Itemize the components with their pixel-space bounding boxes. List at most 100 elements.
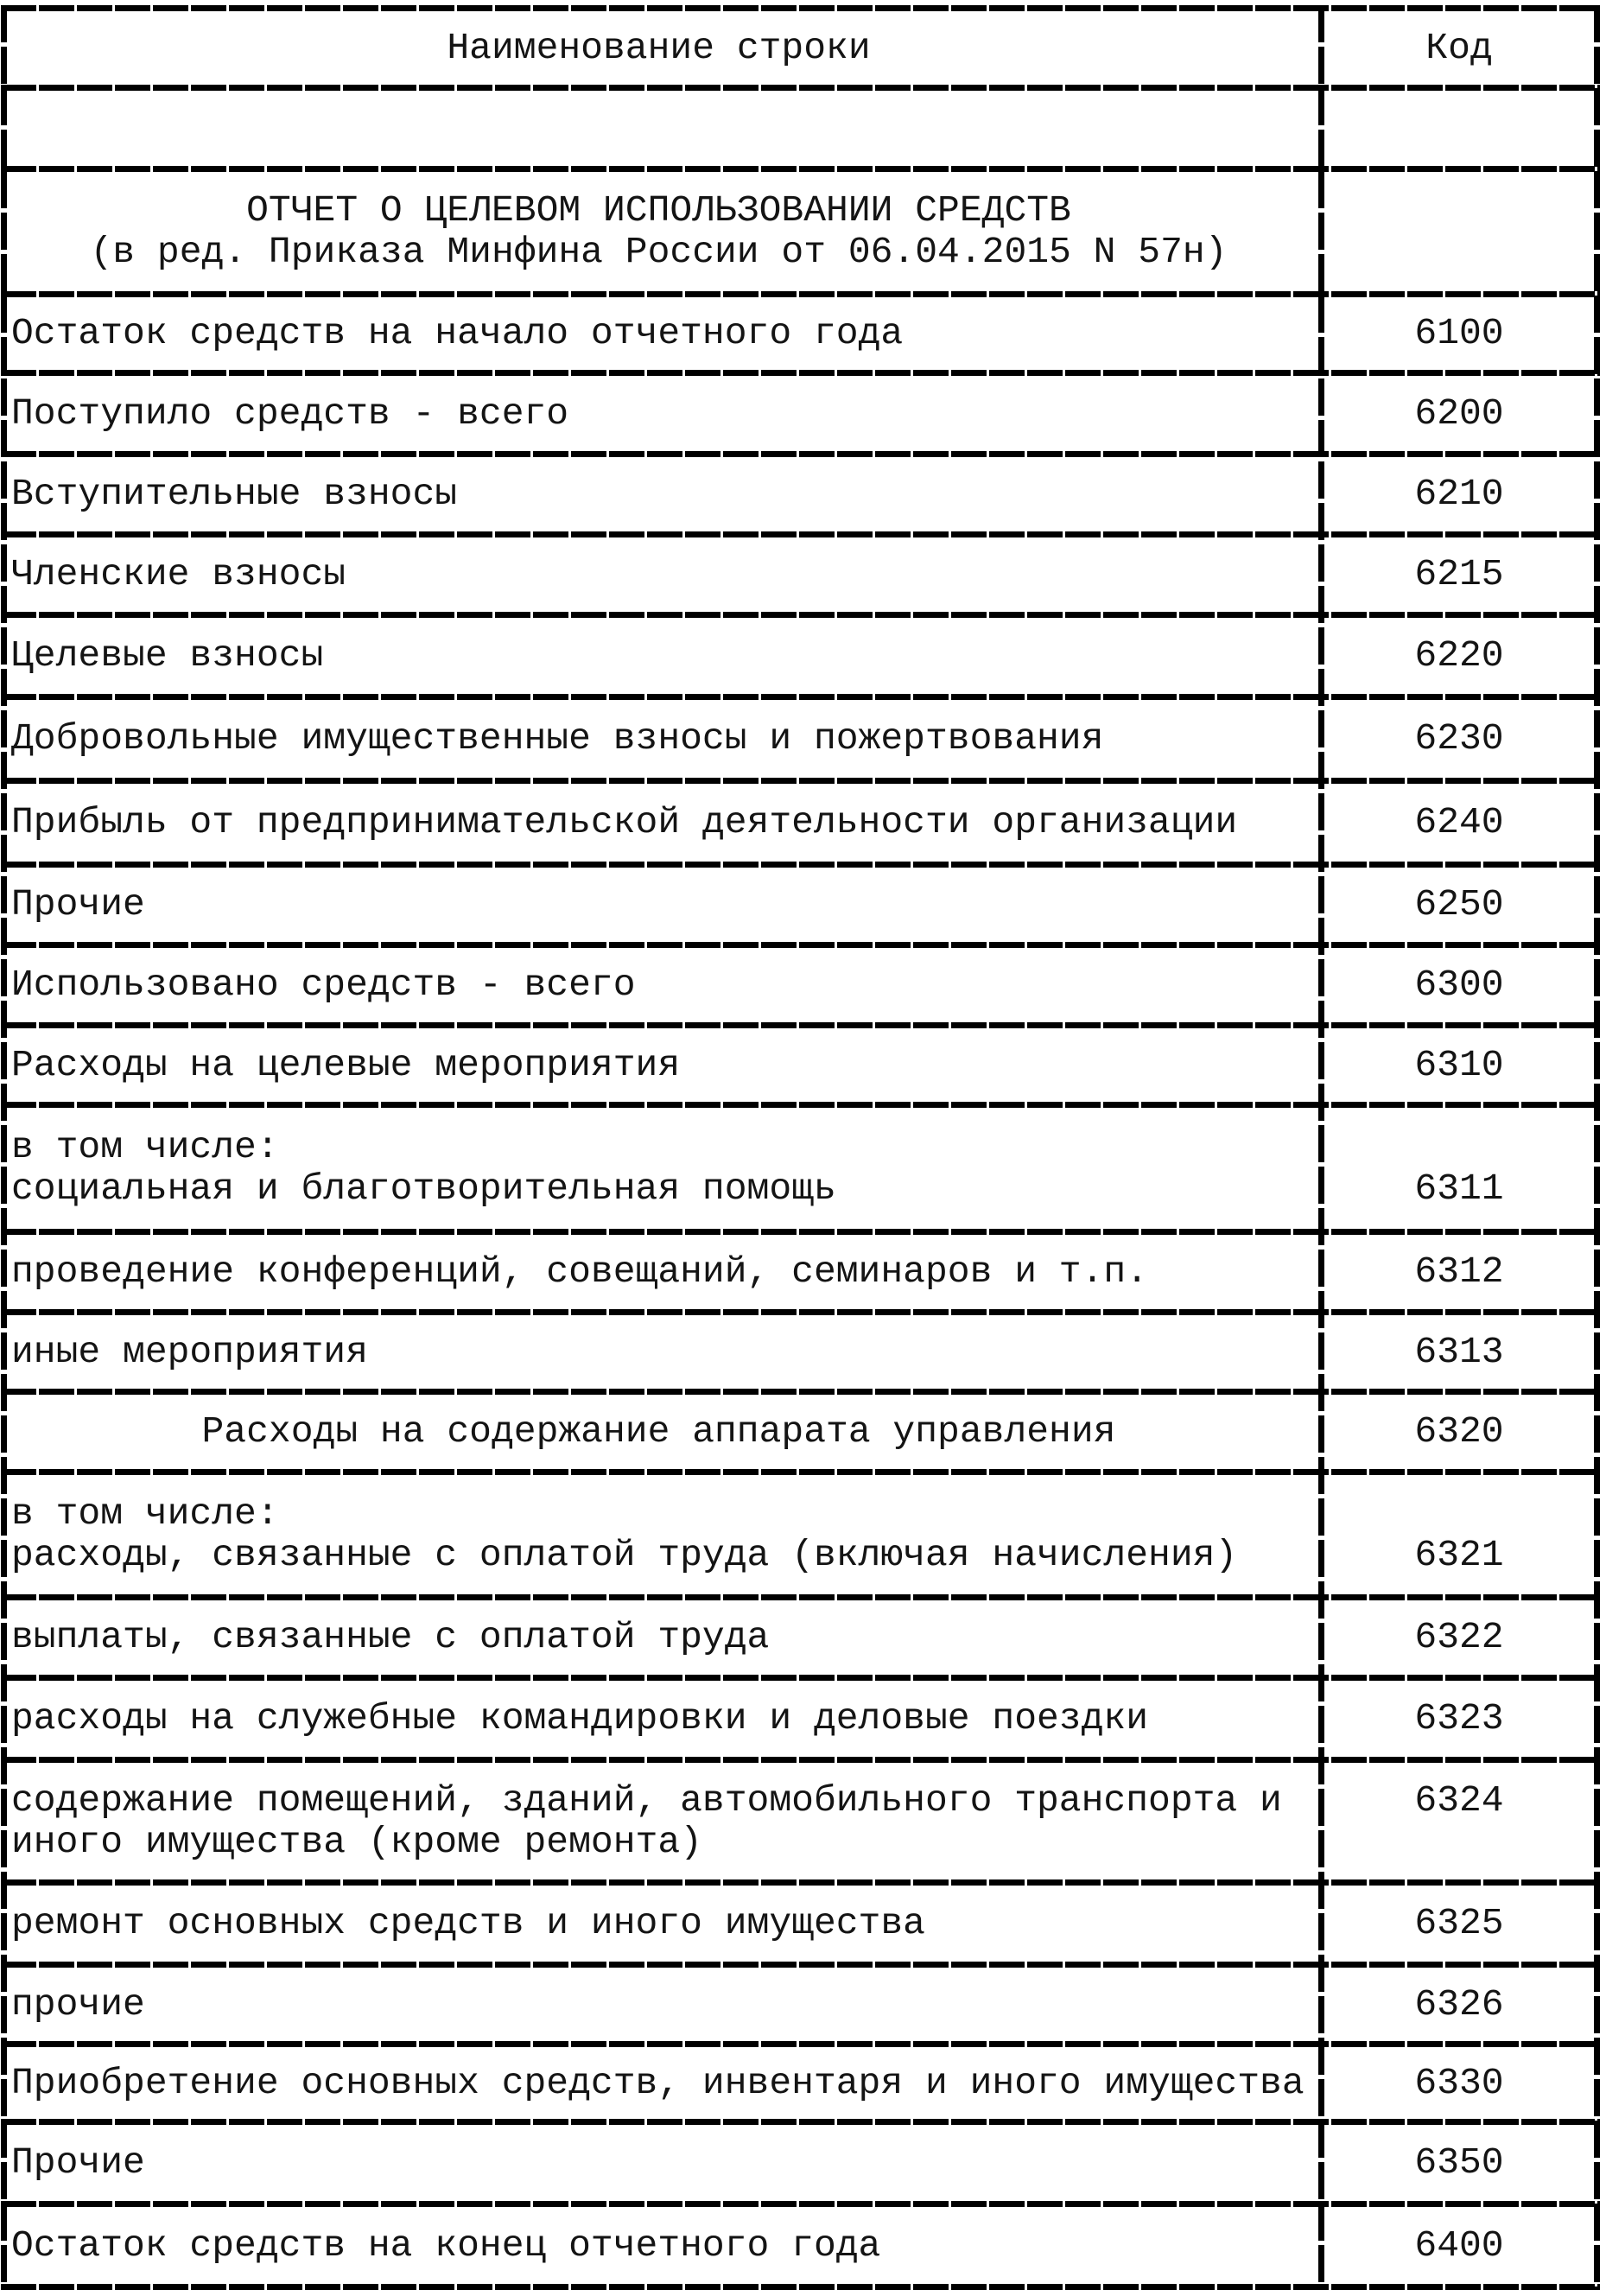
row-code-cell: 6230 [1318, 700, 1600, 778]
table-row-6350: Прочие 6350 [1, 2125, 1600, 2201]
row-code: 6324 [1414, 1778, 1504, 1822]
table-row-blank [1, 91, 1600, 166]
row-name-cell: Прибыль от предпринимательской деятельно… [1, 784, 1318, 862]
table-grid-line [1, 1229, 1600, 1235]
row-code-spacer [1318, 108, 1600, 149]
table-grid-line [1, 2119, 1600, 2125]
row-name-cell: в том числе: расходы, связанные с оплатой… [1, 1475, 1318, 1594]
header-code-cell: Код [1318, 11, 1600, 85]
table-body: ОТЧЕТ О ЦЕЛЕВОМ ИСПОЛЬЗОВАНИИ СРЕДСТВ (в … [1, 91, 1600, 2290]
row-text-line: в том числе: [11, 1492, 279, 1535]
row-code: 6250 [1414, 883, 1504, 925]
table-grid-line [1, 451, 1600, 457]
row-code-cell: 6220 [1318, 618, 1600, 694]
row-name-cell: Добровольные имущественные взносы и поже… [1, 700, 1318, 778]
row-code: 6100 [1414, 312, 1504, 354]
table-row-6330: Приобретение основных средств, инвентаря… [1, 2047, 1600, 2119]
table-grid-line [1, 778, 1600, 784]
table-row-6215: Членские взносы 6215 [1, 537, 1600, 612]
row-name-cell: проведение конференций, совещаний, семин… [1, 1235, 1318, 1309]
table-row-6100: Остаток средств на начало отчетного года… [1, 297, 1600, 370]
table-row-6220: Целевые взносы 6220 [1, 618, 1600, 694]
header-code-label: Код [1425, 26, 1493, 69]
row-name-cell: Поступило средств - всего [1, 376, 1318, 451]
row-code: 6323 [1414, 1697, 1504, 1739]
row-code-spacer [1318, 190, 1600, 232]
row-code-cell: 6322 [1318, 1600, 1600, 1675]
table-row-6312: проведение конференций, совещаний, семин… [1, 1235, 1600, 1309]
table-grid-line [1, 1022, 1600, 1028]
row-name-cell: содержание помещений, зданий, автомобиль… [1, 1763, 1318, 1879]
header-name-cell: Наименование строки [1, 11, 1318, 85]
row-name-cell: Прочие [1, 2125, 1318, 2201]
table-grid-line [1, 694, 1600, 700]
row-code-spacer [1318, 1127, 1600, 1168]
row-code: 6300 [1414, 964, 1504, 1006]
row-text-line: Целевые взносы [11, 634, 324, 677]
table-header-row: Наименование строки Код [1, 11, 1600, 85]
table-row-6200: Поступило средств - всего 6200 [1, 376, 1600, 451]
row-code-cell: 6321 [1318, 1475, 1600, 1594]
row-text-line: Добровольные имущественные взносы и поже… [11, 717, 1104, 760]
row-name-cell: Членские взносы [1, 537, 1318, 612]
row-name-cell [1, 91, 1318, 166]
row-text-line: проведение конференций, совещаний, семин… [11, 1250, 1149, 1293]
row-text-line: ремонт основных средств и иного имуществ… [11, 1902, 925, 1944]
table-grid-line [1, 1594, 1600, 1600]
row-code: 6325 [1414, 1902, 1504, 1944]
table-row-6230: Добровольные имущественные взносы и поже… [1, 700, 1600, 778]
row-code-cell: 6324 [1318, 1763, 1600, 1879]
table-grid-line [1, 166, 1600, 172]
row-code: 6313 [1414, 1330, 1504, 1373]
row-text-line: Использовано средств - всего [11, 964, 636, 1006]
row-code: 6326 [1414, 1982, 1504, 2026]
row-code: 6312 [1414, 1250, 1504, 1293]
table-border-right [1594, 5, 1600, 2290]
row-code-cell: 6312 [1318, 1235, 1600, 1309]
row-name-cell: Прочие [1, 868, 1318, 942]
row-text-line: иного имущества (кроме ремонта) [11, 1820, 702, 1863]
table-grid-line [1, 612, 1600, 618]
row-code-cell: 6215 [1318, 537, 1600, 612]
row-code: 6320 [1414, 1410, 1504, 1453]
row-code-cell: 6323 [1318, 1681, 1600, 1757]
row-code-cell: 6325 [1318, 1886, 1600, 1962]
table-grid-line [1, 1757, 1600, 1763]
row-name-cell: Остаток средств на конец отчетного года [1, 2207, 1318, 2284]
row-code-cell: 6310 [1318, 1028, 1600, 1102]
table-grid-line [1, 370, 1600, 376]
table-grid-line [1, 1309, 1600, 1315]
row-text-line: ОТЧЕТ О ЦЕЛЕВОМ ИСПОЛЬЗОВАНИИ СРЕДСТВ [246, 189, 1071, 232]
row-text-line: расходы, связанные с оплатой труда (вклю… [11, 1534, 1238, 1576]
row-text-line: Остаток средств на начало отчетного года [11, 312, 904, 354]
table-grid-line [1, 2284, 1600, 2290]
row-code-spacer [1318, 232, 1600, 273]
row-code-cell: 6311 [1318, 1108, 1600, 1229]
row-code: 6240 [1414, 801, 1504, 843]
table-grid-line [1, 1879, 1600, 1886]
table-grid-line [1, 531, 1600, 537]
table-row-section-title: ОТЧЕТ О ЦЕЛЕВОМ ИСПОЛЬЗОВАНИИ СРЕДСТВ (в … [1, 172, 1600, 291]
row-name-cell: Расходы на содержание аппарата управлени… [1, 1395, 1318, 1469]
header-name-label: Наименование строки [447, 26, 871, 69]
row-code-cell: 6400 [1318, 2207, 1600, 2284]
table-row-6310: Расходы на целевые мероприятия 6310 [1, 1028, 1600, 1102]
table-grid-line [1, 1102, 1600, 1108]
table-row-6313: иные мероприятия 6313 [1, 1315, 1600, 1389]
row-name-cell: прочие [1, 1968, 1318, 2041]
table-row-6322: выплаты, связанные с оплатой труда 6322 [1, 1600, 1600, 1675]
row-code: 6210 [1414, 473, 1504, 515]
row-text-line: иные мероприятия [11, 1330, 368, 1373]
table-row-6250: Прочие 6250 [1, 868, 1600, 942]
row-text-line: Прочие [11, 883, 145, 925]
row-name-cell: расходы на служебные командировки и дело… [1, 1681, 1318, 1757]
table-grid-line [1, 2201, 1600, 2207]
row-text-line: социальная и благотворительная помощь [11, 1167, 836, 1210]
table-row-6321: в том числе: расходы, связанные с оплатой… [1, 1475, 1600, 1594]
row-text-line: выплаты, связанные с оплатой труда [11, 1616, 770, 1658]
row-code: 6310 [1414, 1043, 1504, 1086]
row-name-cell: иные мероприятия [1, 1315, 1318, 1389]
table-row-6240: Прибыль от предпринимательской деятельно… [1, 784, 1600, 862]
table-row-6323: расходы на служебные командировки и дело… [1, 1681, 1600, 1757]
row-name-cell: ремонт основных средств и иного имуществ… [1, 1886, 1318, 1962]
